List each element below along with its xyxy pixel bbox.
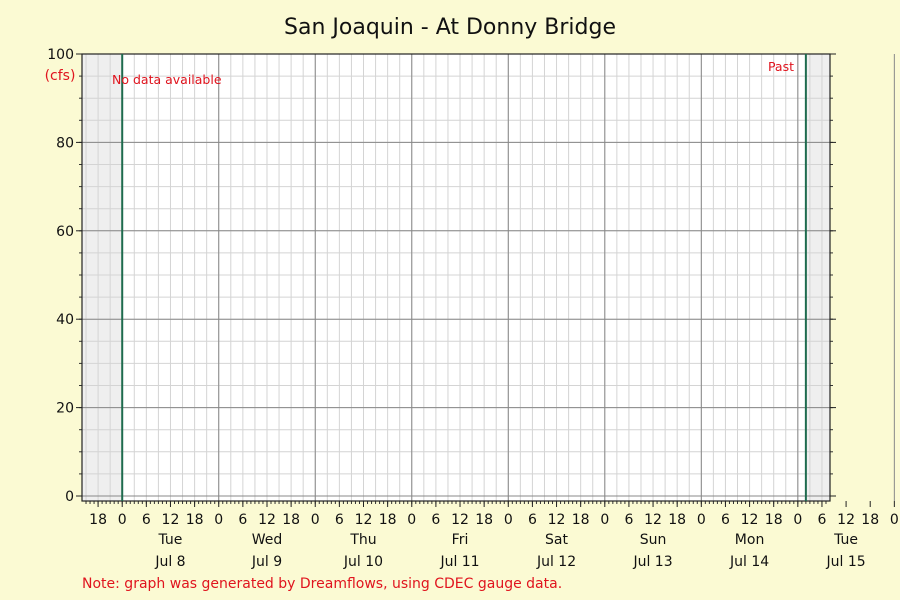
x-tick-label: 18 (668, 512, 686, 528)
y-tick-label: 100 (47, 47, 74, 63)
day-date-label: Jul 12 (536, 554, 576, 570)
day-weekday-label: Fri (452, 532, 469, 548)
x-tick-label: 0 (311, 512, 320, 528)
x-tick-label: 6 (721, 512, 730, 528)
x-tick-label: 0 (793, 512, 802, 528)
day-weekday-label: Wed (252, 532, 283, 548)
x-tick-label: 12 (644, 512, 662, 528)
day-weekday-label: Tue (833, 532, 858, 548)
no-data-annotation: No data available (112, 72, 222, 87)
x-tick-label: 12 (258, 512, 276, 528)
day-weekday-label: Sat (545, 532, 568, 548)
x-tick-label: 12 (355, 512, 373, 528)
x-tick-label: 18 (861, 512, 879, 528)
day-date-label: Jul 11 (439, 554, 479, 570)
data-window-background (122, 54, 806, 501)
x-tick-label: 6 (528, 512, 537, 528)
x-tick-label: 0 (214, 512, 223, 528)
x-tick-label: 12 (741, 512, 759, 528)
day-date-label: Jul 13 (632, 554, 672, 570)
day-date-label: Jul 8 (154, 554, 185, 570)
x-tick-label: 0 (600, 512, 609, 528)
x-tick-label: 6 (431, 512, 440, 528)
y-tick-label: 0 (65, 489, 74, 505)
past-annotation: Past (768, 59, 794, 74)
plot-border (81, 53, 831, 502)
x-tick-label: 6 (817, 512, 826, 528)
y-tick-label: 40 (56, 312, 74, 328)
x-tick-label: 12 (837, 512, 855, 528)
x-tick-label: 6 (335, 512, 344, 528)
x-tick-label: 18 (765, 512, 783, 528)
x-tick-label: 18 (572, 512, 590, 528)
x-tick-label: 6 (238, 512, 247, 528)
x-tick-label: 18 (282, 512, 300, 528)
day-date-label: Jul 14 (729, 554, 769, 570)
x-tick-label: 6 (142, 512, 151, 528)
x-tick-label: 18 (475, 512, 493, 528)
x-tick-label: 0 (890, 512, 899, 528)
x-tick-label: 6 (624, 512, 633, 528)
x-tick-label: 18 (186, 512, 204, 528)
y-tick-label: 80 (56, 135, 74, 151)
x-tick-label: 18 (379, 512, 397, 528)
day-weekday-label: Sun (640, 532, 667, 548)
x-tick-label: 0 (118, 512, 127, 528)
x-tick-label: 18 (89, 512, 107, 528)
x-tick-label: 0 (407, 512, 416, 528)
footer-note: Note: graph was generated by Dreamflows,… (82, 576, 562, 592)
x-tick-label: 12 (548, 512, 566, 528)
day-weekday-label: Tue (158, 532, 183, 548)
y-tick-label: 60 (56, 224, 74, 240)
y-tick-label: 20 (56, 401, 74, 417)
x-tick-label: 12 (162, 512, 180, 528)
x-tick-label: 0 (697, 512, 706, 528)
y-axis-unit-label: (cfs) (45, 68, 76, 84)
chart-title: San Joaquin - At Donny Bridge (284, 15, 616, 40)
day-weekday-label: Mon (735, 532, 765, 548)
x-tick-label: 12 (451, 512, 469, 528)
day-date-label: Jul 9 (251, 554, 282, 570)
day-date-label: Jul 10 (343, 554, 383, 570)
x-tick-label: 0 (504, 512, 513, 528)
day-weekday-label: Thu (349, 532, 376, 548)
day-date-label: Jul 15 (826, 554, 866, 570)
